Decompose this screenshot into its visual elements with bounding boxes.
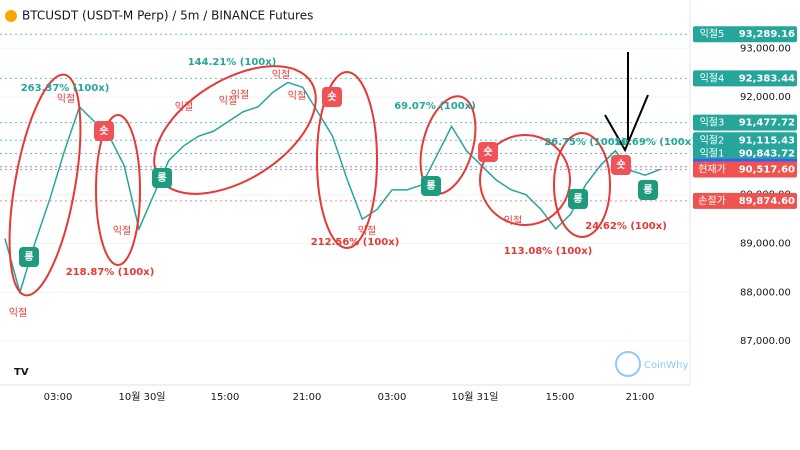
coin-icon xyxy=(5,10,17,22)
level-tag xyxy=(693,26,797,43)
x-tick-label: 10월 31일 xyxy=(451,391,498,403)
x-tick-label: 21:00 xyxy=(293,392,322,403)
tv-logo: TV xyxy=(14,367,29,378)
y-tick-label: 87,000.00 xyxy=(740,336,791,347)
tp-label: 익절 xyxy=(231,88,249,101)
tp-label: 익절 xyxy=(113,224,131,237)
tp-label: 익절 xyxy=(272,68,290,81)
signal-badge xyxy=(638,180,658,200)
level-tag xyxy=(693,161,797,178)
watermark: CoinWhy xyxy=(644,360,688,371)
signal-label: 숏 xyxy=(99,124,108,137)
trade-result: 24.62% (100x) xyxy=(585,221,667,232)
level-value: 93,289.16 xyxy=(739,29,795,40)
signal-badge xyxy=(568,189,588,209)
price-line xyxy=(4,81,661,295)
tp-label: 익절 xyxy=(9,306,27,319)
trade-result: 26.75% (100x) xyxy=(544,137,626,148)
signal-badge xyxy=(152,168,172,188)
x-tick-label: 10월 30일 xyxy=(118,391,165,403)
signal-label: 숏 xyxy=(327,90,336,103)
hand-drawn-marks xyxy=(8,65,611,297)
plot: 87,000.0088,000.0089,000.0090,000.0092,0… xyxy=(0,26,797,403)
level-tag xyxy=(693,192,797,209)
trade-result: 113.08% (100x) xyxy=(504,246,593,257)
x-tick-label: 03:00 xyxy=(378,392,407,403)
y-tick-label: 92,000.00 xyxy=(740,92,791,103)
signal-label: 롱 xyxy=(24,251,33,263)
level-value: 91,477.72 xyxy=(739,118,795,129)
x-tick-label: 21:00 xyxy=(626,392,655,403)
tp-label: 익절 xyxy=(175,100,193,113)
trade-result: 218.87% (100x) xyxy=(66,267,155,278)
tp-label: 익절 xyxy=(504,214,522,227)
trade-result: 10.69% (100x) xyxy=(614,137,696,148)
signal-badge xyxy=(94,121,114,141)
trade-result: 212.56% (100x) xyxy=(311,237,400,248)
level-value: 91,115.43 xyxy=(739,135,795,146)
signal-badge xyxy=(478,142,498,162)
y-tick-label: 89,000.00 xyxy=(740,238,791,249)
level-tag xyxy=(693,132,797,149)
level-value: 89,874.60 xyxy=(739,196,795,207)
level-tag xyxy=(693,114,797,131)
signal-label: 롱 xyxy=(426,180,435,192)
x-tick-label: 15:00 xyxy=(546,392,575,403)
y-tick-label: 88,000.00 xyxy=(740,287,791,298)
watermark-icon xyxy=(615,351,641,377)
level-name: 현재가 xyxy=(698,163,726,175)
chart-header: BTCUSDT (USDT-M Perp) / 5m / BINANCE Fut… xyxy=(22,9,313,23)
signal-badge xyxy=(322,87,342,107)
level-value: 90,843.72 xyxy=(739,149,795,160)
level-tag xyxy=(693,145,797,162)
level-name: 익절1 xyxy=(700,147,725,160)
signal-label: 숏 xyxy=(616,158,625,171)
x-tick-label: 03:00 xyxy=(44,392,73,403)
arrow xyxy=(604,52,649,153)
level-value: 92,383.44 xyxy=(739,73,795,84)
signal-badge xyxy=(421,176,441,196)
level-name: 익절3 xyxy=(700,116,725,129)
y-tick-label: 93,000.00 xyxy=(740,43,791,54)
tp-label: 익절 xyxy=(358,224,376,237)
level-name: 익절5 xyxy=(700,27,725,40)
level-value: 90,517.60 xyxy=(739,164,795,175)
trade-result: 144.21% (100x) xyxy=(188,57,277,68)
level-tag xyxy=(693,70,797,87)
trade-result: 263.37% (100x) xyxy=(21,83,110,94)
tp-label: 익절 xyxy=(219,94,237,107)
signal-label: 롱 xyxy=(157,172,166,184)
signal-label: 롱 xyxy=(573,193,582,205)
tp-label: 익절 xyxy=(57,92,75,105)
signal-badge xyxy=(611,155,631,175)
tp-label: 익절 xyxy=(288,89,306,102)
level-name: 손절가 xyxy=(698,194,726,207)
signal-badge xyxy=(19,247,39,267)
signal-label: 숏 xyxy=(483,145,492,158)
level-name: 익절2 xyxy=(700,133,725,146)
trade-result: 69.07% (100x) xyxy=(394,101,476,112)
level-name: 익절4 xyxy=(700,71,725,84)
x-tick-label: 15:00 xyxy=(211,392,240,403)
signal-label: 롱 xyxy=(643,184,652,196)
